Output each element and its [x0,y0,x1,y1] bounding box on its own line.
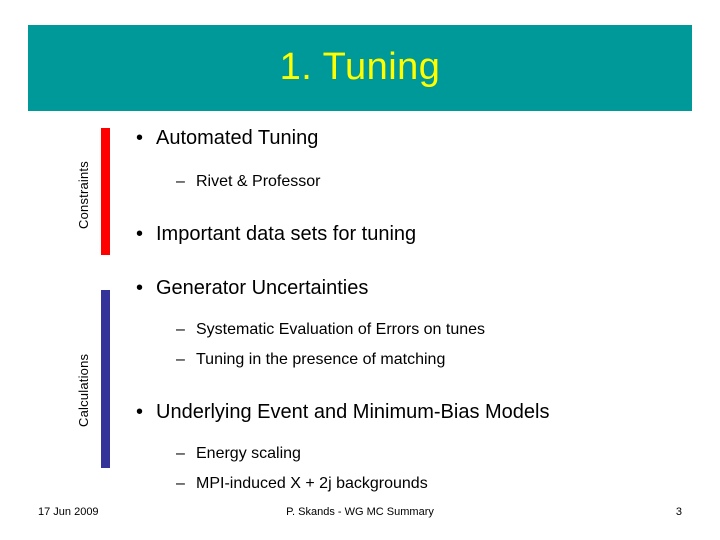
bullet-text: Energy scaling [196,445,301,462]
slide-body: • Automated Tuning – Rivet & Professor •… [128,125,688,495]
dash-marker-icon: – [176,351,185,368]
constraints-label: Constraints [76,161,91,229]
bullet-text: Systematic Evaluation of Errors on tunes [196,321,486,338]
bullet-text: Tuning in the presence of matching [196,351,446,368]
dash-marker-icon: – [176,173,185,190]
bullet-text: Automated Tuning [156,127,319,149]
bullet-level2: – Tuning in the presence of matching [128,349,688,371]
bullet-level2: – Systematic Evaluation of Errors on tun… [128,319,688,341]
bullet-level2: – MPI-induced X + 2j backgrounds [128,473,688,495]
bullet-level1: • Important data sets for tuning [128,221,688,247]
bullet-level2: – Energy scaling [128,443,688,465]
dash-marker-icon: – [176,475,185,492]
bullet-marker-icon: • [136,223,144,245]
title-banner [28,25,692,111]
bullet-text: Rivet & Professor [196,173,321,190]
bullet-marker-icon: • [136,277,144,299]
calculations-bar [101,290,110,468]
bullet-text: Important data sets for tuning [156,223,417,245]
bullet-level2: – Rivet & Professor [128,171,688,193]
bullet-marker-icon: • [136,127,144,149]
bullet-level1: • Generator Uncertainties [128,275,688,301]
bullet-level1: • Underlying Event and Minimum-Bias Mode… [128,399,688,425]
page-title: 1. Tuning [279,46,441,88]
bullet-text: Underlying Event and Minimum-Bias Models [156,401,550,423]
dash-marker-icon: – [176,321,185,338]
bullet-level1: • Automated Tuning [128,125,688,151]
dash-marker-icon: – [176,445,185,462]
bullet-marker-icon: • [136,401,144,423]
bullet-text: MPI-induced X + 2j backgrounds [196,475,428,492]
calculations-label: Calculations [76,353,91,427]
bullet-text: Generator Uncertainties [156,277,369,299]
footer-date: 17 Jun 2009 [38,506,99,518]
footer-page-number: 3 [675,506,682,518]
footer-title: P. Skands - WG MC Summary [286,506,434,518]
constraints-bar [101,128,110,255]
